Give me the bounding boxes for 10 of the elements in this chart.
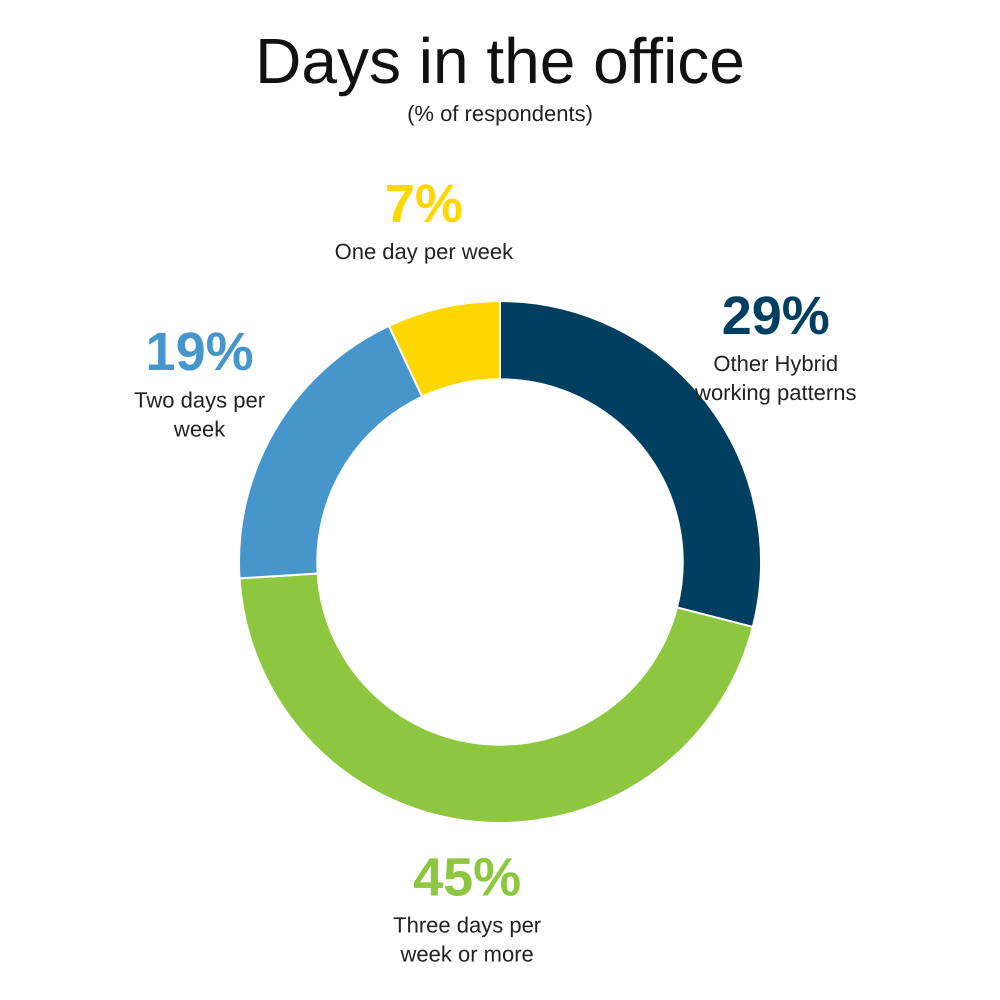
slice-label: One day per week	[334, 238, 514, 264]
data-label: 7%	[384, 174, 463, 234]
slice-label: Other Hybrid working patterns	[694, 351, 856, 406]
chart-subtitle: (% of respondents)	[406, 101, 594, 127]
data-label: 29%	[722, 286, 830, 346]
slice-label: Two days per week	[134, 387, 266, 442]
data-label: 45%	[413, 847, 522, 908]
chart-title: Days in the office	[254, 25, 746, 97]
data-label: 19%	[146, 322, 254, 382]
slice-label: Three days per week or more	[393, 912, 542, 967]
